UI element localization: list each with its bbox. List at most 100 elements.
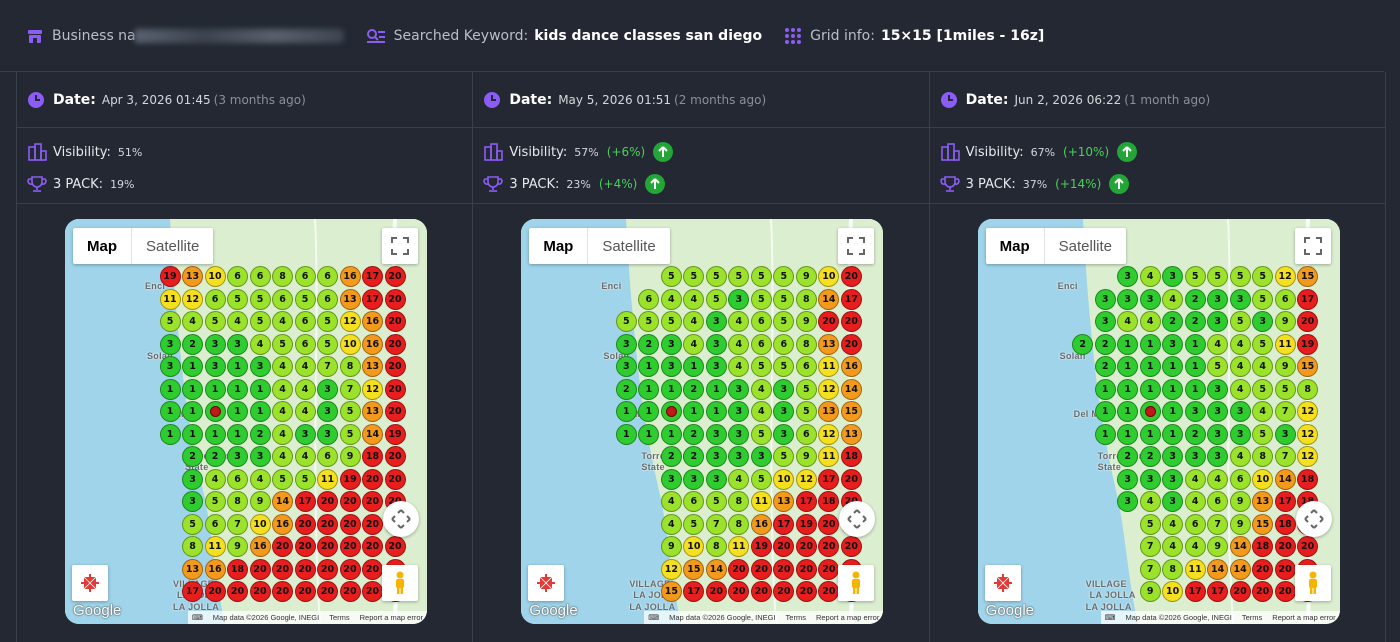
rank-dot[interactable]: 1 bbox=[615, 423, 637, 445]
rank-dot[interactable]: 1 bbox=[1184, 356, 1206, 377]
rank-dot[interactable]: 2 bbox=[683, 446, 705, 467]
rank-dot[interactable]: 6 bbox=[750, 333, 772, 355]
rank-dot[interactable]: 20 bbox=[840, 311, 862, 332]
rank-dot[interactable]: 4 bbox=[1229, 333, 1251, 355]
rank-dot[interactable]: 14 bbox=[1274, 468, 1296, 490]
rank-dot[interactable]: 5 bbox=[182, 513, 203, 535]
rank-dot[interactable]: 13 bbox=[339, 288, 361, 310]
rank-dot[interactable]: 6 bbox=[1184, 513, 1206, 535]
rank-dot[interactable]: 20 bbox=[795, 558, 817, 580]
rank-dot[interactable]: 7 bbox=[1139, 536, 1161, 557]
rank-dot[interactable]: 6 bbox=[294, 311, 316, 332]
fullscreen-button[interactable] bbox=[382, 228, 418, 264]
rank-dot[interactable]: 20 bbox=[705, 581, 727, 602]
rank-dot[interactable]: 17 bbox=[362, 266, 383, 287]
rank-dot[interactable]: 5 bbox=[705, 266, 727, 287]
rank-dot[interactable]: 12 bbox=[362, 378, 383, 400]
rank-dot[interactable]: 1 bbox=[1162, 356, 1184, 377]
rank-dot[interactable]: 11 bbox=[1274, 333, 1296, 355]
rank-dot[interactable]: 20 bbox=[840, 468, 862, 490]
rank-dot[interactable]: 5 bbox=[773, 266, 795, 287]
rank-dot[interactable]: 19 bbox=[1297, 333, 1319, 355]
rank-dot[interactable]: 20 bbox=[728, 581, 750, 602]
rank-dot[interactable]: 3 bbox=[705, 333, 727, 355]
rank-dot[interactable]: 3 bbox=[1162, 446, 1184, 467]
rank-dot[interactable]: 10 bbox=[683, 536, 705, 557]
rank-dot[interactable]: 4 bbox=[660, 491, 682, 512]
rank-dot[interactable]: 9 bbox=[1274, 311, 1296, 332]
rank-dot[interactable]: 17 bbox=[840, 288, 862, 310]
rank-dot[interactable]: 3 bbox=[294, 423, 316, 445]
rank-dot[interactable]: 5 bbox=[660, 311, 682, 332]
rank-dot[interactable]: 20 bbox=[249, 558, 271, 580]
rank-dot[interactable]: 3 bbox=[773, 423, 795, 445]
rank-dot[interactable]: 3 bbox=[159, 356, 181, 377]
rank-dot[interactable]: 1 bbox=[660, 423, 682, 445]
rank-dot[interactable]: 7 bbox=[1274, 401, 1296, 422]
rank-dot[interactable]: 9 bbox=[227, 536, 248, 557]
rank-dot[interactable]: 9 bbox=[660, 536, 682, 557]
rank-dot[interactable]: 20 bbox=[204, 581, 226, 602]
rank-dot[interactable]: 17 bbox=[362, 288, 383, 310]
rank-dot[interactable]: 3 bbox=[204, 356, 226, 377]
rank-dot[interactable]: 4 bbox=[1184, 491, 1206, 512]
rank-dot[interactable]: 20 bbox=[362, 513, 383, 535]
rank-dot[interactable]: 1 bbox=[204, 378, 226, 400]
rank-dot[interactable]: 1 bbox=[159, 401, 181, 422]
rank-dot[interactable]: 20 bbox=[1297, 311, 1319, 332]
camera-control-button[interactable] bbox=[839, 501, 876, 537]
rank-dot[interactable]: 3 bbox=[1094, 311, 1116, 332]
rank-dot[interactable]: 10 bbox=[204, 266, 226, 287]
rank-dot[interactable]: 5 bbox=[1274, 378, 1296, 400]
rank-dot[interactable]: 10 bbox=[773, 468, 795, 490]
rank-dot[interactable]: 9 bbox=[1274, 356, 1296, 377]
rank-dot[interactable]: 4 bbox=[750, 378, 772, 400]
rank-dot[interactable]: 20 bbox=[362, 468, 383, 490]
rank-dot[interactable]: 5 bbox=[750, 356, 772, 377]
rank-dot[interactable]: 10 bbox=[249, 513, 271, 535]
rank-dot[interactable]: 17 bbox=[294, 491, 316, 512]
rank-dot[interactable]: 4 bbox=[249, 333, 271, 355]
rank-dot[interactable]: 3 bbox=[615, 333, 637, 355]
rank-dot[interactable]: 5 bbox=[339, 423, 361, 445]
rank-dot[interactable]: 1 bbox=[1117, 378, 1139, 400]
street-view-button[interactable] bbox=[382, 565, 418, 601]
recenter-button[interactable] bbox=[984, 565, 1021, 601]
rank-dot[interactable]: 3 bbox=[1229, 423, 1251, 445]
rank-dot[interactable]: 5 bbox=[660, 266, 682, 287]
rank-dot[interactable]: 3 bbox=[1207, 311, 1229, 332]
rank-dot[interactable]: 3 bbox=[728, 423, 750, 445]
rank-dot[interactable]: 13 bbox=[182, 266, 203, 287]
rank-dot[interactable]: 9 bbox=[249, 491, 271, 512]
rank-dot[interactable]: 14 bbox=[362, 423, 383, 445]
rank-dot[interactable]: 3 bbox=[159, 333, 181, 355]
rank-dot[interactable]: 20 bbox=[1297, 536, 1319, 557]
rank-dot[interactable]: 4 bbox=[272, 356, 293, 377]
rank-dot[interactable]: 4 bbox=[1207, 468, 1229, 490]
rank-dot[interactable]: 12 bbox=[818, 423, 840, 445]
rank-dot[interactable]: 1 bbox=[227, 378, 248, 400]
rank-dot[interactable]: 3 bbox=[1117, 468, 1139, 490]
rank-dot[interactable]: 2 bbox=[683, 423, 705, 445]
rank-dot[interactable]: 18 bbox=[1252, 536, 1274, 557]
rank-dot[interactable]: 5 bbox=[773, 288, 795, 310]
rank-dot[interactable]: 2 bbox=[1184, 288, 1206, 310]
rank-dot[interactable]: 7 bbox=[227, 513, 248, 535]
rank-dot[interactable]: 17 bbox=[1184, 581, 1206, 602]
rank-dot[interactable]: 2 bbox=[1139, 446, 1161, 467]
rank-dot[interactable]: 1 bbox=[705, 401, 727, 422]
rank-dot[interactable]: 1 bbox=[705, 378, 727, 400]
rank-dot[interactable]: 12 bbox=[818, 378, 840, 400]
rank-dot[interactable]: 20 bbox=[294, 536, 316, 557]
rank-dot[interactable]: 5 bbox=[249, 311, 271, 332]
rank-dot[interactable]: 1 bbox=[1094, 423, 1116, 445]
rank-dot[interactable]: 8 bbox=[705, 536, 727, 557]
rank-dot[interactable]: 4 bbox=[1162, 536, 1184, 557]
rank-dot[interactable]: 5 bbox=[1207, 266, 1229, 287]
rank-dot[interactable]: 1 bbox=[1139, 423, 1161, 445]
rank-dot[interactable]: 3 bbox=[1207, 446, 1229, 467]
rank-dot[interactable]: 8 bbox=[1297, 378, 1319, 400]
rank-dot[interactable]: 4 bbox=[294, 446, 316, 467]
rank-dot[interactable]: 20 bbox=[818, 581, 840, 602]
keyboard-icon[interactable]: ⌨ bbox=[1104, 613, 1116, 622]
